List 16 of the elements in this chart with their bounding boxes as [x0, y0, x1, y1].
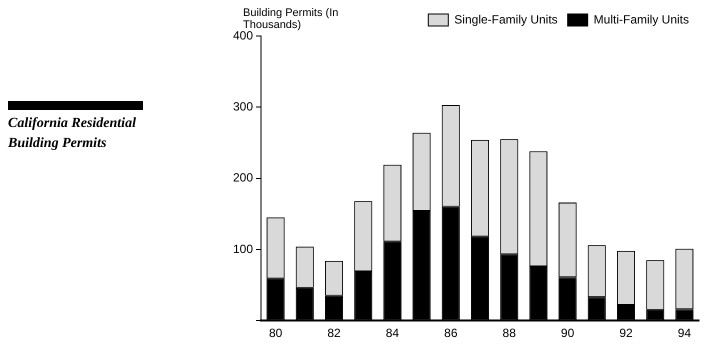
y-tick-label: 200 — [232, 170, 254, 185]
x-tick-label: 82 — [327, 326, 342, 340]
text: California Residential Building Permits — [8, 115, 137, 153]
y-tick-label: 300 — [232, 99, 254, 114]
x-tick-label: 92 — [619, 326, 633, 340]
x-tick-label: 88 — [502, 326, 516, 340]
x-tick-label: 86 — [444, 326, 458, 340]
y-tick-label: 100 — [232, 242, 254, 256]
legend-label: Multi-Family Units — [594, 12, 690, 26]
x-tick-label: 90 — [560, 326, 575, 340]
x-tick-label: 94 — [678, 326, 692, 340]
x-tick-label: 84 — [386, 326, 400, 340]
y-axis-title: Building Permits (In Thousands) — [243, 7, 340, 31]
x-tick-label: 80 — [268, 326, 283, 340]
y-tick-label: 400 — [232, 28, 254, 42]
legend-label: Single-Family Units — [454, 12, 558, 26]
